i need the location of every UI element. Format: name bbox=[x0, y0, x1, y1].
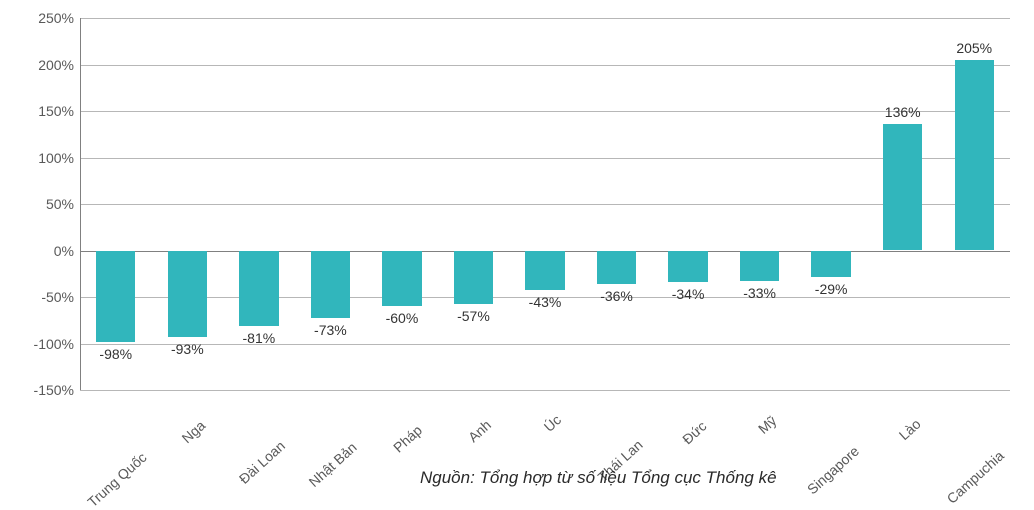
bar bbox=[668, 251, 707, 283]
bar bbox=[883, 124, 922, 250]
gridline bbox=[80, 158, 1010, 159]
bar bbox=[597, 251, 636, 284]
bar-value-label: -81% bbox=[243, 330, 276, 346]
y-tick-label: 100% bbox=[18, 150, 74, 166]
gridline bbox=[80, 111, 1010, 112]
x-tick-label: Singapore bbox=[804, 443, 862, 498]
bar-value-label: 136% bbox=[885, 104, 921, 120]
bar-value-label: -60% bbox=[386, 310, 419, 326]
y-tick-label: 0% bbox=[18, 243, 74, 259]
x-tick-label: Úc bbox=[541, 411, 564, 434]
bar-value-label: -73% bbox=[314, 322, 347, 338]
bar-value-label: -34% bbox=[672, 286, 705, 302]
x-tick-label: Pháp bbox=[390, 422, 425, 456]
x-tick-label: Đức bbox=[679, 418, 709, 448]
bar-value-label: -43% bbox=[529, 294, 562, 310]
bar bbox=[168, 251, 207, 337]
y-tick-label: -50% bbox=[18, 289, 74, 305]
bar-value-label: -93% bbox=[171, 341, 204, 357]
bar-value-label: -57% bbox=[457, 308, 490, 324]
bar bbox=[740, 251, 779, 282]
bar-value-label: -36% bbox=[600, 288, 633, 304]
bar bbox=[454, 251, 493, 304]
bar bbox=[96, 251, 135, 342]
x-tick-label: Anh bbox=[465, 417, 494, 446]
x-tick-label: Nhật Bản bbox=[306, 439, 360, 490]
y-tick-label: 200% bbox=[18, 57, 74, 73]
bar bbox=[955, 60, 994, 251]
y-tick-label: 250% bbox=[18, 10, 74, 26]
x-tick-label: Trung Quốc bbox=[84, 449, 149, 510]
gridline bbox=[80, 390, 1010, 391]
gridline bbox=[80, 65, 1010, 66]
y-tick-label: -150% bbox=[18, 382, 74, 398]
bar bbox=[525, 251, 564, 291]
x-tick-label: Lào bbox=[895, 416, 923, 444]
bar bbox=[311, 251, 350, 319]
gridline bbox=[80, 18, 1010, 19]
source-caption: Nguồn: Tổng hợp từ số liệu Tổng cục Thốn… bbox=[420, 468, 777, 488]
y-tick-label: 150% bbox=[18, 103, 74, 119]
bar-value-label: 205% bbox=[956, 40, 992, 56]
gridline bbox=[80, 204, 1010, 205]
bar bbox=[811, 251, 850, 278]
y-tick-label: 50% bbox=[18, 196, 74, 212]
y-tick-label: -100% bbox=[18, 336, 74, 352]
chart-plot-area: -150%-100%-50%0%50%100%150%200%250%-98%T… bbox=[80, 18, 1010, 390]
bar bbox=[382, 251, 421, 307]
bar-value-label: -29% bbox=[815, 281, 848, 297]
gridline bbox=[80, 344, 1010, 345]
x-tick-label: Mỹ bbox=[755, 412, 780, 436]
y-axis-spine bbox=[80, 18, 81, 390]
bar-value-label: -98% bbox=[99, 346, 132, 362]
x-tick-label: Đài Loan bbox=[236, 438, 288, 487]
bar-value-label: -33% bbox=[743, 285, 776, 301]
bar bbox=[239, 251, 278, 326]
x-tick-label: Campuchia bbox=[944, 447, 1007, 506]
x-tick-label: Nga bbox=[179, 417, 209, 446]
